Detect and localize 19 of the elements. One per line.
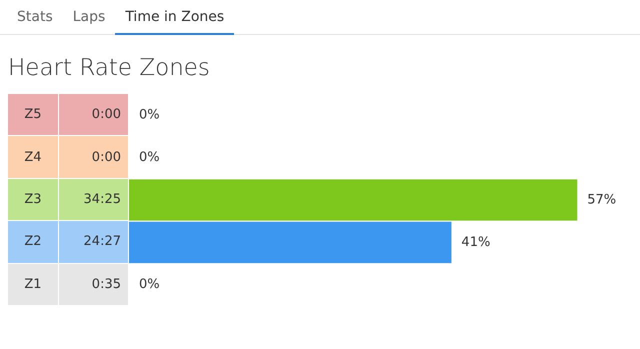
y-tick-label: Z1 [8, 264, 58, 305]
text: 0:00 [59, 94, 128, 136]
tab[interactable]: Stats [7, 0, 63, 35]
text: 0:00 [59, 136, 128, 178]
data-label: 41% [461, 234, 490, 250]
text: 0:35 [59, 264, 128, 305]
tab[interactable]: Time in Zones [115, 0, 234, 35]
data-label: 57% [587, 192, 616, 208]
data-label: 0% [139, 150, 160, 165]
data-label: 0% [139, 277, 160, 292]
text: 24:27 [59, 221, 128, 263]
y-tick-label: Z3 [8, 178, 58, 220]
chart-title: Heart Rate Zones [8, 55, 210, 81]
y-tick-label: Z4 [8, 136, 58, 178]
data-label: 0% [139, 108, 160, 123]
tab[interactable]: Laps [62, 0, 116, 35]
y-tick-label: Z5 [8, 94, 58, 136]
text: 34:25 [59, 178, 128, 220]
y-tick-label: Z2 [8, 221, 58, 263]
